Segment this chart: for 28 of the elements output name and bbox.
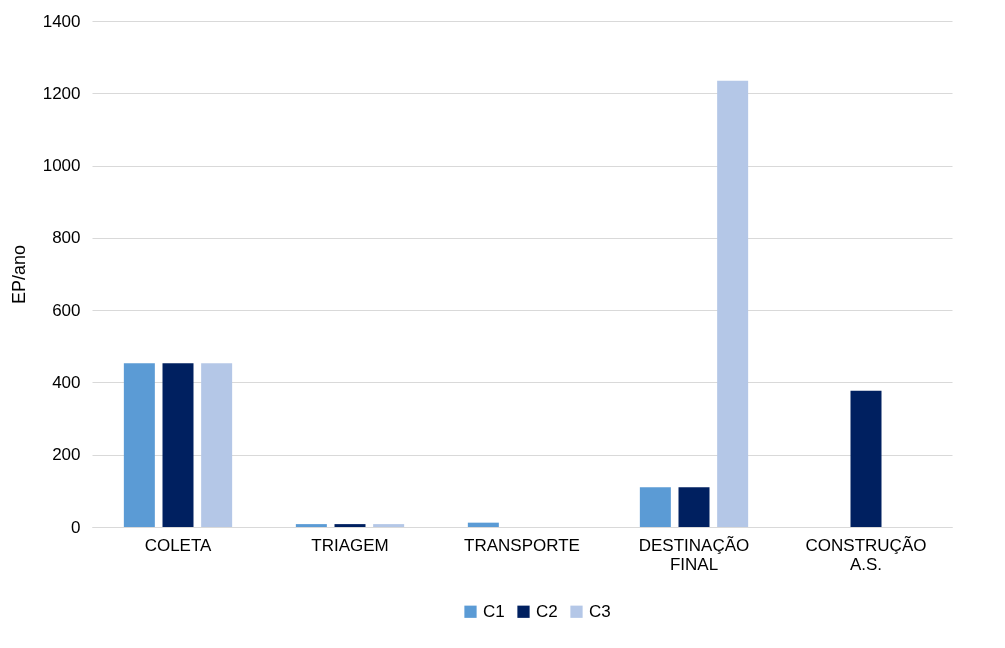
legend-label: C1 — [483, 601, 505, 621]
bar — [373, 524, 405, 527]
legend-label: C2 — [536, 601, 558, 621]
bar — [639, 487, 671, 527]
y-tick-label: 400 — [52, 372, 81, 392]
y-tick-label: 0 — [71, 517, 81, 537]
y-tick-label: 600 — [52, 300, 81, 320]
x-tick-label: COLETA — [144, 535, 213, 555]
bar — [678, 487, 710, 527]
y-tick-label: 800 — [52, 228, 81, 248]
bar — [334, 524, 366, 527]
bar — [717, 80, 749, 527]
bar — [201, 363, 233, 527]
bar — [162, 363, 194, 527]
bar — [850, 390, 882, 527]
x-tick-label: TRANSPORTE — [464, 535, 580, 555]
y-tick-label: 1200 — [42, 83, 81, 103]
bar — [123, 363, 155, 527]
y-tick-label: 1000 — [42, 156, 81, 176]
x-tick-label: CONSTRUÇÃO A.S. — [805, 535, 927, 574]
x-tick-label: DESTINAÇÃO FINAL — [638, 535, 750, 574]
y-tick-label: 1400 — [42, 11, 81, 31]
bar — [295, 524, 327, 527]
y-axis-title: EP/ano — [8, 244, 29, 305]
y-tick-label: 200 — [52, 445, 81, 465]
x-tick-label: TRIAGEM — [311, 535, 389, 555]
legend-label: C3 — [589, 601, 611, 621]
bar — [467, 522, 499, 527]
